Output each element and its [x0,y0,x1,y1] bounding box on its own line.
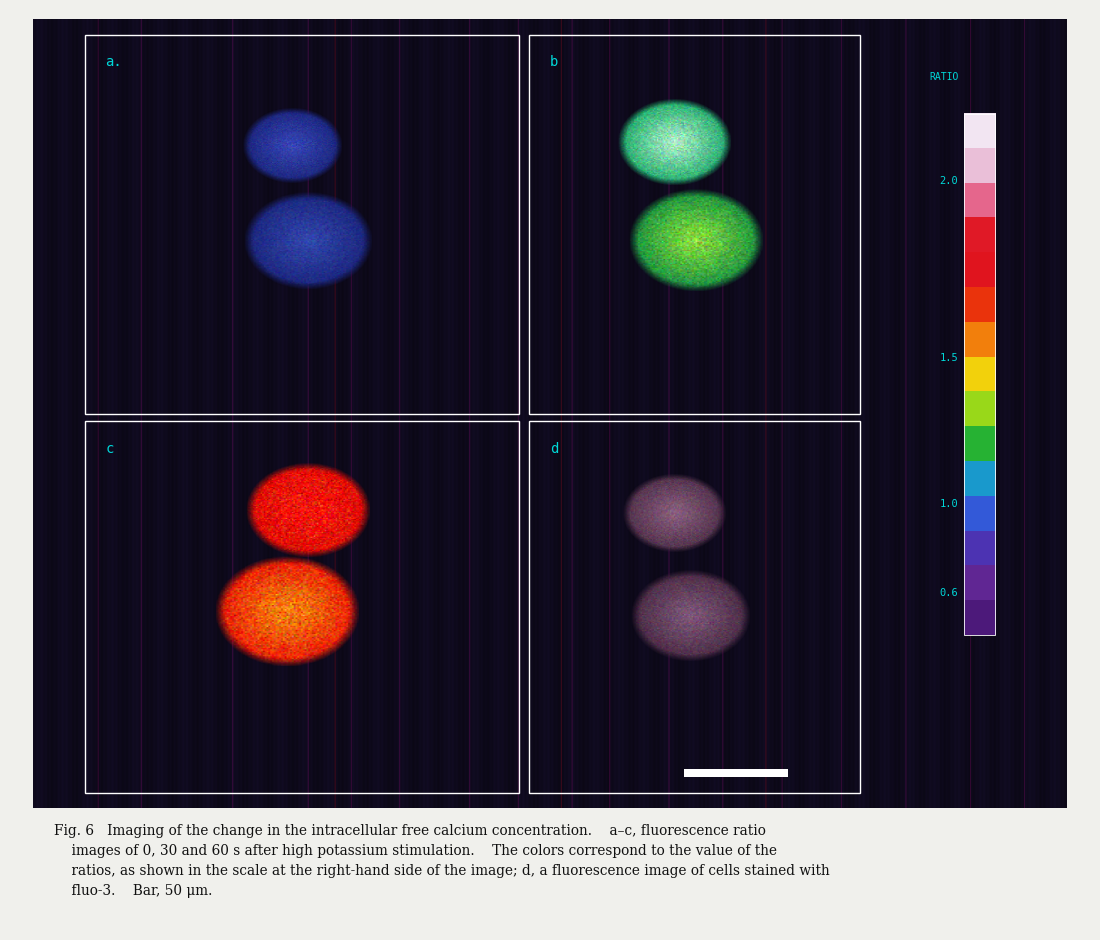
Bar [85,35,519,414]
Text: RATIO: RATIO [930,72,958,82]
Bar [529,35,860,414]
Text: a.: a. [106,55,122,70]
Bar [964,114,994,634]
Text: 1.5: 1.5 [939,353,958,364]
Text: b: b [550,55,559,70]
Text: 1.0: 1.0 [939,499,958,509]
Bar [684,769,788,776]
Bar [85,421,519,792]
Text: d: d [550,442,559,456]
Bar [529,421,860,792]
Text: 2.0: 2.0 [939,177,958,186]
Text: c: c [106,442,113,456]
Text: Fig. 6   Imaging of the change in the intracellular free calcium concentration. : Fig. 6 Imaging of the change in the intr… [54,823,830,898]
Text: 0.6: 0.6 [939,588,958,598]
